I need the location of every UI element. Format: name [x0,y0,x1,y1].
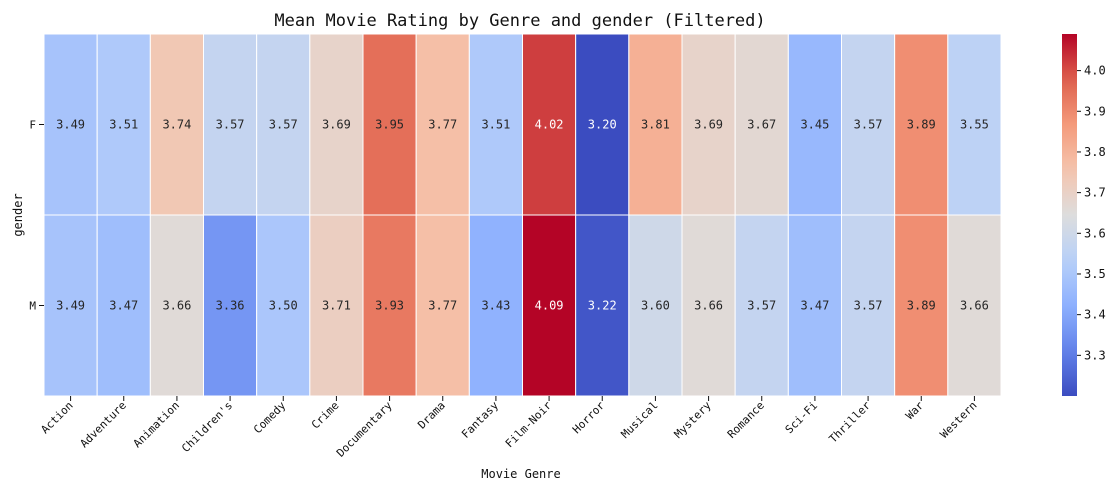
cell-value-label: 3.81 [641,118,670,132]
cell-value-label: 3.20 [588,118,617,132]
cell-value-label: 3.57 [854,118,883,132]
cell-value-label: 3.89 [907,299,936,313]
x-tick-label: Romance [725,399,767,441]
heatmap-cell [256,214,311,397]
x-tick-label: Mystery [672,399,714,441]
heatmap-cell [256,33,311,216]
heatmap-cell [734,33,789,216]
colorbar-ticks: 3.3 3.4 3.5 3.6 3.7 3.8 3.9 4.0 [1077,64,1106,362]
colorbar-tick-label: 3.5 [1084,267,1106,281]
cell-value-label: 3.45 [800,118,829,132]
heatmap-cell [468,214,524,397]
cell-value-label: 3.67 [747,118,776,132]
x-tick-label: Crime [309,399,342,432]
heatmap-cell [149,33,204,216]
colorbar-tick-label: 3.6 [1084,226,1106,240]
heatmap-cell [149,214,204,397]
y-axis-ticks: FM [29,119,44,313]
cell-value-label: 3.57 [216,118,245,132]
y-tick-label: F [29,119,36,132]
heatmap-cell [894,214,949,397]
cell-value-label: 3.43 [481,299,510,313]
cell-value-label: 3.51 [109,118,138,132]
cell-value-label: 3.66 [960,299,989,313]
cell-value-label: 3.77 [428,299,457,313]
cell-value-label: 3.93 [375,299,404,313]
cell-value-label: 3.49 [56,299,85,313]
cell-value-label: 3.95 [375,118,404,132]
chart-title: Mean Movie Rating by Genre and gender (F… [274,11,765,31]
colorbar-tick-label: 3.8 [1084,145,1106,159]
heatmap-cell [309,33,364,216]
cell-value-label: 3.74 [162,118,191,132]
cell-value-label: 3.66 [162,299,191,313]
heatmap-cell [681,33,736,216]
heatmap-cell [415,33,470,216]
heatmap-cell [841,33,896,216]
heatmap-cell [96,33,151,216]
x-tick-label: Action [38,399,75,436]
x-tick-label: Animation [131,399,182,450]
y-tick-label: M [29,300,36,313]
cell-value-label: 3.49 [56,118,85,132]
cell-value-label: 3.22 [588,299,617,313]
cell-value-label: 3.66 [694,299,723,313]
cell-value-label: 3.47 [109,299,138,313]
heatmap-cell [203,33,258,216]
heatmap-cell [522,214,577,397]
cell-value-label: 3.71 [322,299,351,313]
cell-value-label: 3.89 [907,118,936,132]
heatmap-cell [203,214,258,397]
cell-value-label: 3.50 [269,299,298,313]
x-tick-label: Horror [570,399,608,437]
x-axis-label: Movie Genre [481,467,560,481]
heatmap-cell [575,214,630,397]
heatmap-cell [362,214,417,397]
cell-value-label: 3.69 [322,118,351,132]
cell-value-label: 3.57 [269,118,298,132]
heatmap-cells: 3.49 3.51 3.74 3.57 3.57 3.69 3.95 3.77 3.51 4.02… [43,33,1002,397]
cell-value-label: 3.57 [854,299,883,313]
x-tick-label: Fantasy [459,399,501,441]
colorbar-tick-label: 3.3 [1084,348,1106,362]
cell-value-label: 3.55 [960,118,989,132]
heatmap-cell [96,214,151,397]
cell-value-label: 3.47 [800,299,829,313]
x-tick-label: Sci-Fi [783,399,820,436]
x-tick-label: Comedy [251,399,289,437]
heatmap-cell [522,33,577,216]
heatmap-cell [681,214,736,397]
x-tick-label: Thriller [827,399,874,446]
x-tick-label: War [903,399,927,423]
x-tick-label: Drama [415,399,448,432]
heatmap-cell [43,33,98,216]
y-axis-label: gender [11,193,25,236]
x-tick-label: Musical [619,399,661,441]
colorbar-tick-label: 3.4 [1084,308,1106,322]
heatmap-cell [947,33,1002,216]
colorbar [1062,34,1077,396]
x-tick-label: Children's [179,399,235,455]
colorbar-tick-label: 3.9 [1084,104,1106,118]
cell-value-label: 4.02 [535,118,564,132]
cell-value-label: 3.51 [481,118,510,132]
x-tick-label: Adventure [78,399,129,450]
cell-value-label: 3.57 [747,299,776,313]
colorbar-tick-label: 4.0 [1084,64,1106,78]
cell-value-label: 3.77 [428,118,457,132]
cell-value-label: 4.09 [535,299,564,313]
heatmap-cell [947,214,1002,397]
heatmap-cell [894,33,949,216]
colorbar-tick-label: 3.7 [1084,186,1106,200]
heatmap-cell [628,33,683,216]
cell-value-label: 3.60 [641,299,670,313]
cell-value-label: 3.69 [694,118,723,132]
x-tick-label: Documentary [334,399,395,460]
x-tick-label: Western [938,399,980,441]
heatmap-cell [43,214,98,397]
cell-value-label: 3.36 [216,299,245,313]
x-tick-label: Film-Noir [503,399,555,451]
